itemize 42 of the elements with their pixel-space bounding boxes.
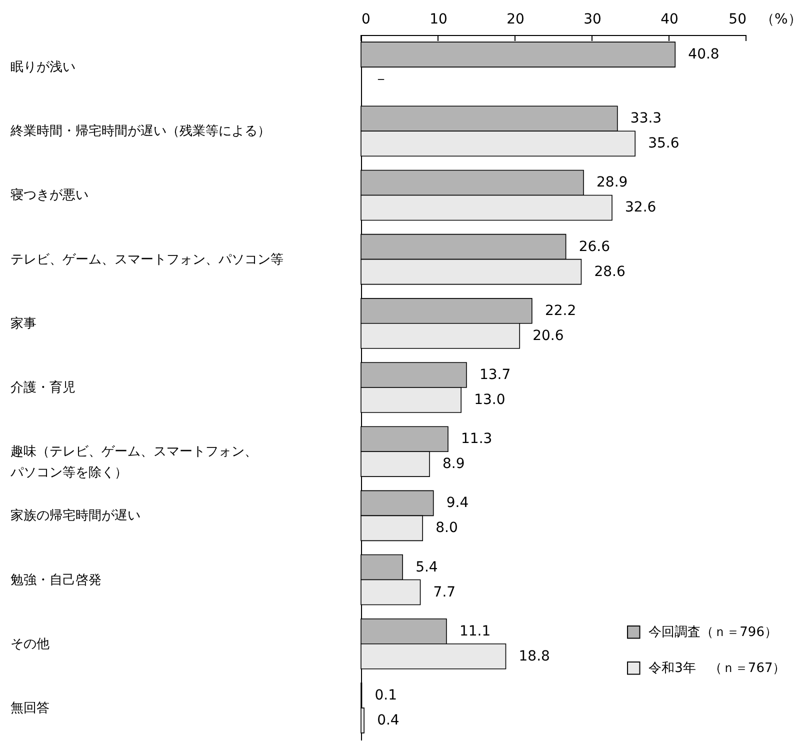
x-tick-label: 40 <box>660 12 678 28</box>
text: － <box>374 72 388 88</box>
data-label: 32.6 <box>625 200 656 216</box>
data-label: 11.3 <box>461 431 492 448</box>
y-tick-label: テレビ、ゲーム、スマートフォン、パソコン等 <box>10 252 284 268</box>
y-tick-label: 勉強・自己啓発 <box>10 572 102 588</box>
y-tick-label: 家族の帰宅時間が遅い <box>10 508 140 524</box>
data-label: 35.6 <box>648 136 680 152</box>
data-label: 0.1 <box>374 687 398 704</box>
data-label: 22.2 <box>544 302 576 319</box>
x-tick-label: 10 <box>430 12 448 28</box>
data-label: 8.0 <box>436 520 458 536</box>
data-label: 0.4 <box>377 712 400 728</box>
y-tick-label: 終業時間・帰宅時間が遅い（残業等による） <box>10 123 270 140</box>
data-label: 26.6 <box>578 238 610 255</box>
x-axis-title: （%） <box>760 12 800 28</box>
x-tick-label: 20 <box>506 12 524 28</box>
data-label: 8.9 <box>442 456 465 472</box>
data-label: 5.4 <box>416 559 438 576</box>
data-label: 7.7 <box>433 584 456 600</box>
legend-label: 今回調査（ｎ＝796） <box>648 625 778 640</box>
data-label: 40.8 <box>688 46 720 63</box>
data-label: 11.1 <box>459 623 491 640</box>
x-tick-label: 50 <box>728 12 746 28</box>
y-tick-label: 家事 <box>10 315 36 332</box>
data-label: 33.3 <box>630 110 662 127</box>
data-label: 9.4 <box>446 495 469 512</box>
y-tick-label: 寝つきが悪い <box>10 188 88 204</box>
data-label: 13.0 <box>474 392 506 408</box>
x-tick-label: 0 <box>362 12 370 28</box>
data-label: 20.6 <box>532 328 564 344</box>
x-tick-label: 30 <box>584 12 602 28</box>
data-label: 28.9 <box>596 174 628 191</box>
y-tick-label: その他 <box>10 636 50 652</box>
data-label: 18.8 <box>518 648 550 664</box>
y-tick-label: 無回答 <box>10 700 50 716</box>
legend-label: 令和3年 （ｎ＝767） <box>648 661 786 676</box>
y-tick-label: 趣味（テレビ、ゲーム、スマートフォン、パソコン等を除く） <box>10 444 258 481</box>
data-label: 13.7 <box>479 367 511 383</box>
y-tick-label: 介護・育児 <box>10 380 76 396</box>
data-label: 28.6 <box>594 264 626 280</box>
y-tick-label: 眠りが浅い <box>10 60 76 76</box>
